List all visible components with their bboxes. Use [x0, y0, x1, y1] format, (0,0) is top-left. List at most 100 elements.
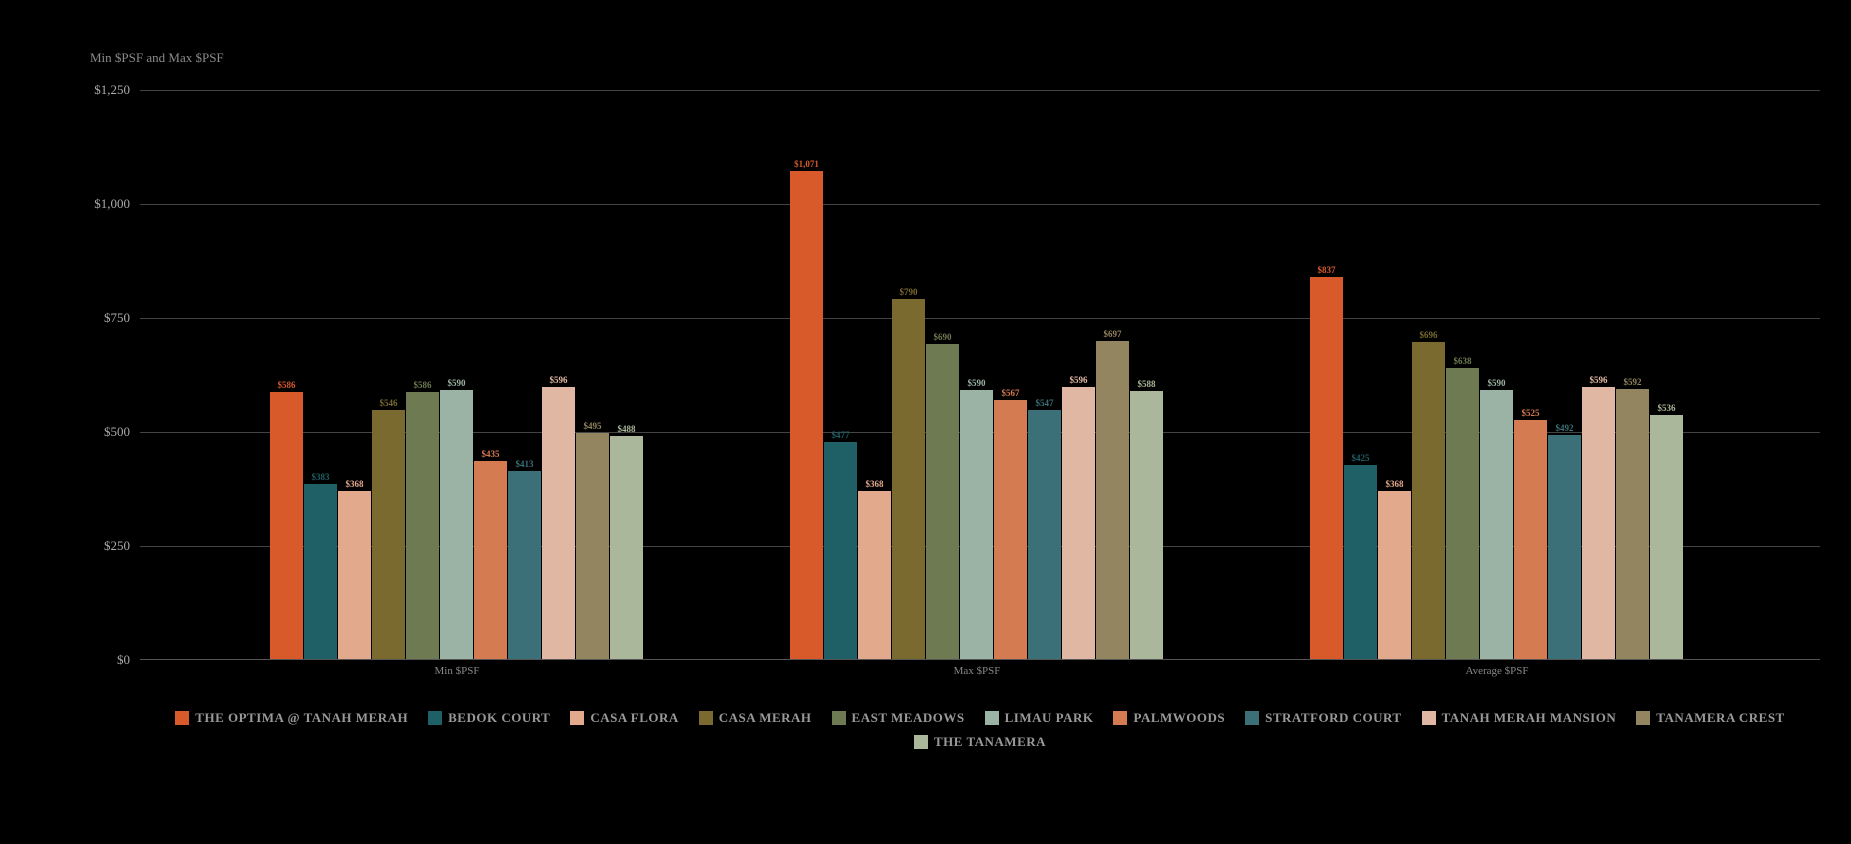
- x-tick-label: Average $PSF: [1465, 665, 1528, 677]
- bar: $697: [1096, 341, 1129, 659]
- legend: THE OPTIMA @ TANAH MERAH BEDOK COURT CASA …: [140, 710, 1820, 750]
- legend-item: STRATFORD COURT: [1245, 710, 1401, 726]
- bar-value-label: $596: [1590, 375, 1608, 385]
- legend-item: CASA FLORA: [570, 710, 678, 726]
- bar: $567: [994, 400, 1027, 659]
- bar-value-label: $837: [1318, 265, 1336, 275]
- legend-label: PALMWOODS: [1133, 710, 1225, 726]
- bar-value-label: $383: [312, 472, 330, 482]
- legend-swatch: [832, 711, 846, 725]
- bar: $696: [1412, 342, 1445, 659]
- bar: $425: [1344, 465, 1377, 659]
- y-tick-label: $1,250: [94, 82, 130, 98]
- bar: $837: [1310, 277, 1343, 659]
- bar-value-label: $477: [832, 430, 850, 440]
- y-tick-label: $0: [117, 652, 130, 668]
- legend-label: LIMAU PARK: [1005, 710, 1094, 726]
- legend-item: TANAMERA CREST: [1636, 710, 1784, 726]
- legend-swatch: [985, 711, 999, 725]
- bar: $368: [1378, 491, 1411, 659]
- bar-value-label: $596: [1070, 375, 1088, 385]
- bar-value-label: $590: [1488, 378, 1506, 388]
- bar: $588: [1130, 391, 1163, 659]
- bar-value-label: $586: [414, 380, 432, 390]
- gridline: [140, 90, 1820, 91]
- psf-chart: Min $PSF and Max $PSF $586$383$368$546$5…: [60, 30, 1820, 810]
- bar: $536: [1650, 415, 1683, 659]
- legend-swatch: [428, 711, 442, 725]
- legend-item: BEDOK COURT: [428, 710, 550, 726]
- legend-item: EAST MEADOWS: [832, 710, 965, 726]
- legend-swatch: [175, 711, 189, 725]
- x-tick-label: Min $PSF: [435, 665, 480, 677]
- bar-value-label: $536: [1658, 403, 1676, 413]
- bar: $586: [270, 392, 303, 659]
- bar: $383: [304, 484, 337, 659]
- bar: $525: [1514, 420, 1547, 659]
- legend-label: THE TANAMERA: [934, 734, 1046, 750]
- bar-value-label: $547: [1036, 398, 1054, 408]
- bar-value-label: $690: [934, 332, 952, 342]
- bar-value-label: $590: [448, 378, 466, 388]
- legend-swatch: [570, 711, 584, 725]
- legend-item: LIMAU PARK: [985, 710, 1094, 726]
- legend-item: THE OPTIMA @ TANAH MERAH: [175, 710, 408, 726]
- legend-label: TANAH MERAH MANSION: [1442, 710, 1617, 726]
- bar-value-label: $368: [1386, 479, 1404, 489]
- legend-label: EAST MEADOWS: [852, 710, 965, 726]
- chart-title: Min $PSF and Max $PSF: [90, 50, 224, 66]
- y-tick-label: $500: [104, 424, 130, 440]
- bar-value-label: $696: [1420, 330, 1438, 340]
- bar: $413: [508, 471, 541, 659]
- bar: $368: [858, 491, 891, 659]
- legend-item: TANAH MERAH MANSION: [1422, 710, 1617, 726]
- legend-label: CASA MERAH: [719, 710, 812, 726]
- bar: $488: [610, 436, 643, 659]
- bar: $368: [338, 491, 371, 659]
- bar-value-label: $368: [866, 479, 884, 489]
- legend-label: BEDOK COURT: [448, 710, 550, 726]
- bar: $638: [1446, 368, 1479, 659]
- bar-value-label: $495: [584, 421, 602, 431]
- bar-value-label: $567: [1002, 388, 1020, 398]
- y-tick-label: $1,000: [94, 196, 130, 212]
- bar: $590: [960, 390, 993, 659]
- bar-value-label: $492: [1556, 423, 1574, 433]
- bar-value-label: $697: [1104, 329, 1122, 339]
- bar: $586: [406, 392, 439, 659]
- bar: $790: [892, 299, 925, 659]
- bar: $596: [1582, 387, 1615, 659]
- bar: $592: [1616, 389, 1649, 659]
- bar-value-label: $546: [380, 398, 398, 408]
- legend-swatch: [914, 735, 928, 749]
- legend-item: PALMWOODS: [1113, 710, 1225, 726]
- bar: $590: [440, 390, 473, 659]
- legend-label: TANAMERA CREST: [1656, 710, 1784, 726]
- legend-label: THE OPTIMA @ TANAH MERAH: [195, 710, 408, 726]
- bar-value-label: $525: [1522, 408, 1540, 418]
- bar: $477: [824, 442, 857, 660]
- plot-area: $586$383$368$546$586$590$435$413$596$495…: [140, 90, 1820, 660]
- legend-item: THE TANAMERA: [914, 734, 1046, 750]
- bar-value-label: $586: [278, 380, 296, 390]
- y-tick-label: $250: [104, 538, 130, 554]
- bar: $596: [542, 387, 575, 659]
- legend-swatch: [1245, 711, 1259, 725]
- legend-swatch: [1113, 711, 1127, 725]
- bar-value-label: $596: [550, 375, 568, 385]
- bar-value-label: $488: [618, 424, 636, 434]
- bar: $435: [474, 461, 507, 659]
- bar-value-label: $588: [1138, 379, 1156, 389]
- bar-value-label: $638: [1454, 356, 1472, 366]
- bar: $546: [372, 410, 405, 659]
- bar: $690: [926, 344, 959, 659]
- legend-swatch: [1422, 711, 1436, 725]
- y-tick-label: $750: [104, 310, 130, 326]
- legend-label: CASA FLORA: [590, 710, 678, 726]
- legend-swatch: [1636, 711, 1650, 725]
- gridline: [140, 204, 1820, 205]
- bar: $547: [1028, 410, 1061, 659]
- bar: $590: [1480, 390, 1513, 659]
- legend-item: CASA MERAH: [699, 710, 812, 726]
- bar: $1,071: [790, 171, 823, 659]
